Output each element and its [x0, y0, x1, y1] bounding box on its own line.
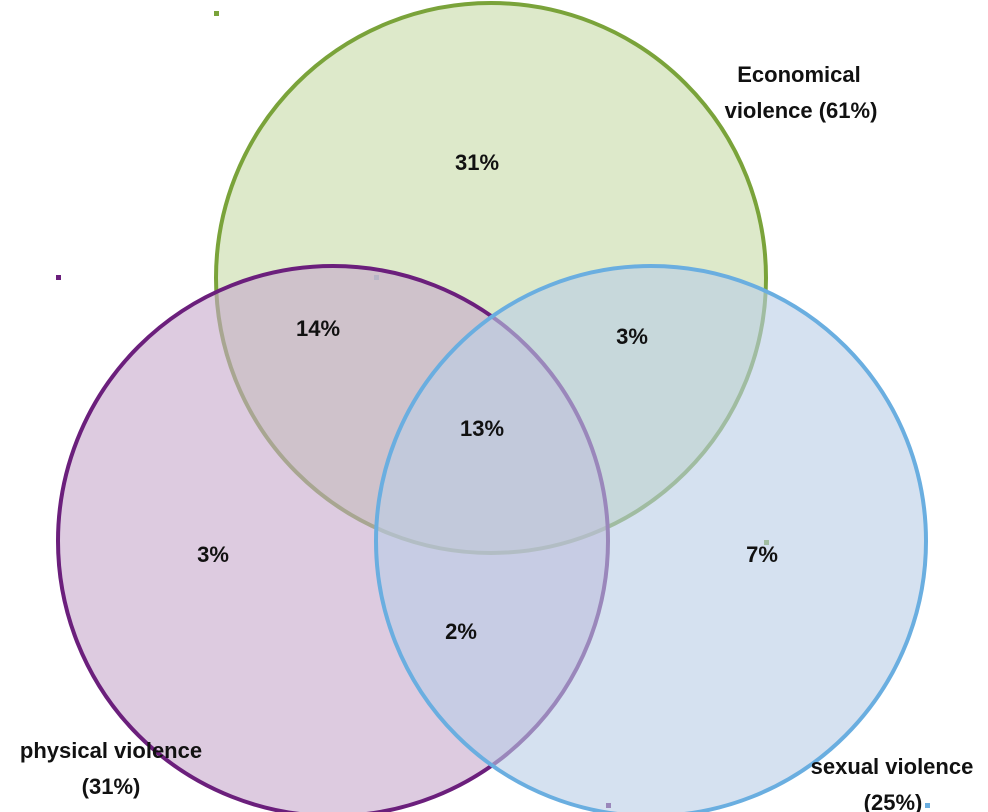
region-economical-sexual: 3%	[616, 324, 648, 349]
marker-economical	[214, 11, 219, 16]
economical-label-line2: violence (61%)	[725, 98, 878, 123]
region-physical-only: 3%	[197, 542, 229, 567]
marker-blue-bottom	[925, 803, 930, 808]
region-economical-physical: 14%	[296, 316, 340, 341]
region-economical-only: 31%	[455, 150, 499, 175]
region-sexual-only: 7%	[746, 542, 778, 567]
physical-label-line2: (31%)	[82, 774, 141, 799]
region-all-three: 13%	[460, 416, 504, 441]
economical-label-line1: Economical	[737, 62, 860, 87]
marker-physical	[56, 275, 61, 280]
region-physical-sexual: 2%	[445, 619, 477, 644]
sexual-label-line1: sexual violence	[811, 754, 974, 779]
physical-label-line1: physical violence	[20, 738, 202, 763]
sexual-label-line2: (25%)	[864, 790, 923, 812]
sexual-violence-circle	[374, 264, 928, 812]
